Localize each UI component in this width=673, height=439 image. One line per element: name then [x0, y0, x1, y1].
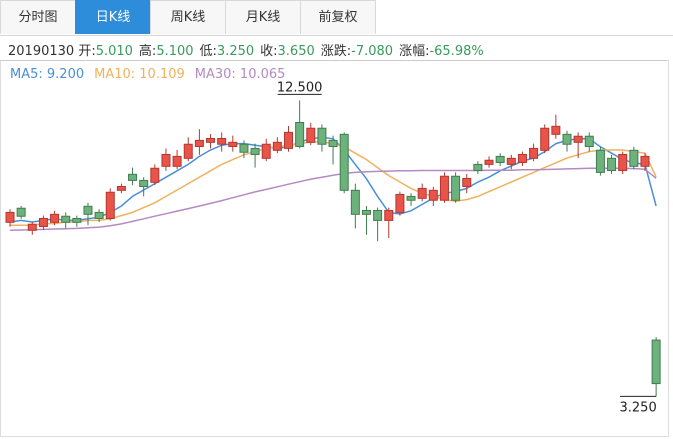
- candle-body: [206, 137, 216, 143]
- candle-body: [584, 135, 594, 147]
- candle-body: [540, 127, 550, 151]
- candle-body: [261, 143, 271, 159]
- field-label: 涨幅:: [399, 44, 430, 59]
- candle-body: [640, 155, 650, 167]
- field-label: 高:: [138, 44, 157, 59]
- candle-body: [161, 153, 171, 167]
- candle-body: [306, 127, 316, 143]
- tab[interactable]: 日K线: [75, 0, 151, 34]
- field-label: 收:: [260, 44, 278, 59]
- candle-body: [228, 141, 238, 147]
- candle-body: [27, 223, 37, 231]
- candle-body: [328, 139, 338, 147]
- candle-body: [72, 217, 82, 223]
- candle-body: [194, 139, 204, 147]
- field-label: 开:: [78, 44, 96, 59]
- candle-body: [105, 191, 115, 219]
- field-value: 5.100: [156, 44, 194, 59]
- info-bar: 20190130 开:5.010 高:5.100 低:3.250 收:3.650 涨跌:…: [8, 40, 490, 59]
- candle-body: [428, 189, 438, 201]
- candle-body: [272, 141, 282, 151]
- candle-body: [651, 339, 661, 385]
- candle-body: [395, 193, 405, 213]
- candle-body: [506, 157, 516, 165]
- candle-body: [417, 187, 427, 199]
- candle-body: [128, 173, 138, 181]
- candle-body: [61, 215, 71, 223]
- field-label: 低:: [199, 44, 217, 59]
- candle-body: [562, 133, 572, 145]
- candle-body: [451, 175, 461, 201]
- tab[interactable]: 月K线: [225, 0, 301, 34]
- candle-body: [217, 137, 227, 145]
- field-value: 3.250: [216, 44, 255, 59]
- ma-line: [9, 167, 657, 232]
- candle-body: [361, 209, 371, 215]
- candle-body: [373, 209, 383, 221]
- candle-body: [5, 211, 15, 223]
- max-label: 12.500: [277, 80, 323, 95]
- date: 20190130: [8, 44, 75, 59]
- chart-frame: [0, 60, 669, 437]
- candle-body: [339, 133, 349, 191]
- candle-body: [529, 147, 539, 159]
- tab[interactable]: 前复权: [300, 0, 376, 34]
- candle-body: [462, 177, 472, 187]
- legend-entry: MA30: 10.065: [195, 67, 286, 82]
- field-label: 涨跌:: [320, 44, 352, 59]
- candle-body: [239, 143, 249, 153]
- candle-body: [250, 147, 260, 155]
- legend-entry: MA5: 9.200: [10, 67, 84, 82]
- candle-body: [94, 211, 104, 219]
- candle-body: [406, 195, 416, 201]
- chart: MA5: 9.200 MA10: 10.109 MA30: 10.06512.500…: [0, 60, 669, 437]
- field-value: 5.010: [95, 44, 133, 59]
- candle-body: [116, 185, 126, 191]
- candle-body: [607, 157, 617, 171]
- candle-body: [573, 135, 583, 143]
- candle-body: [439, 175, 449, 201]
- candle-body: [484, 159, 494, 165]
- candle-body: [473, 163, 483, 171]
- candle-body: [150, 167, 160, 183]
- candle-body: [139, 179, 149, 187]
- candle-body: [284, 131, 293, 149]
- field-value: 3.650: [277, 44, 315, 59]
- candle-body: [595, 149, 605, 173]
- field-value: -7.080: [351, 44, 394, 59]
- candle-body: [38, 217, 48, 227]
- candle-body: [495, 155, 505, 163]
- legend-entry: MA10: 10.109: [94, 67, 185, 82]
- candle-body: [83, 205, 93, 215]
- candle-body: [50, 213, 60, 223]
- candle-body: [384, 209, 394, 221]
- candle-body: [629, 149, 639, 167]
- candle-body: [618, 153, 628, 171]
- candle-body: [551, 125, 561, 135]
- candle-body: [350, 189, 360, 215]
- field-value: -65.98%: [429, 44, 484, 59]
- candle-body: [172, 155, 182, 167]
- tab-bar: 分时图 日K线 周K线 月K线 前复权: [0, 0, 673, 36]
- candle-body: [295, 121, 305, 147]
- tab[interactable]: 周K线: [150, 0, 226, 34]
- candle-body: [317, 127, 327, 145]
- tab[interactable]: 分时图: [0, 0, 76, 34]
- candle-body: [183, 143, 193, 159]
- min-label: 3.250: [620, 400, 657, 415]
- candle-body: [517, 153, 527, 163]
- candle-body: [16, 207, 26, 217]
